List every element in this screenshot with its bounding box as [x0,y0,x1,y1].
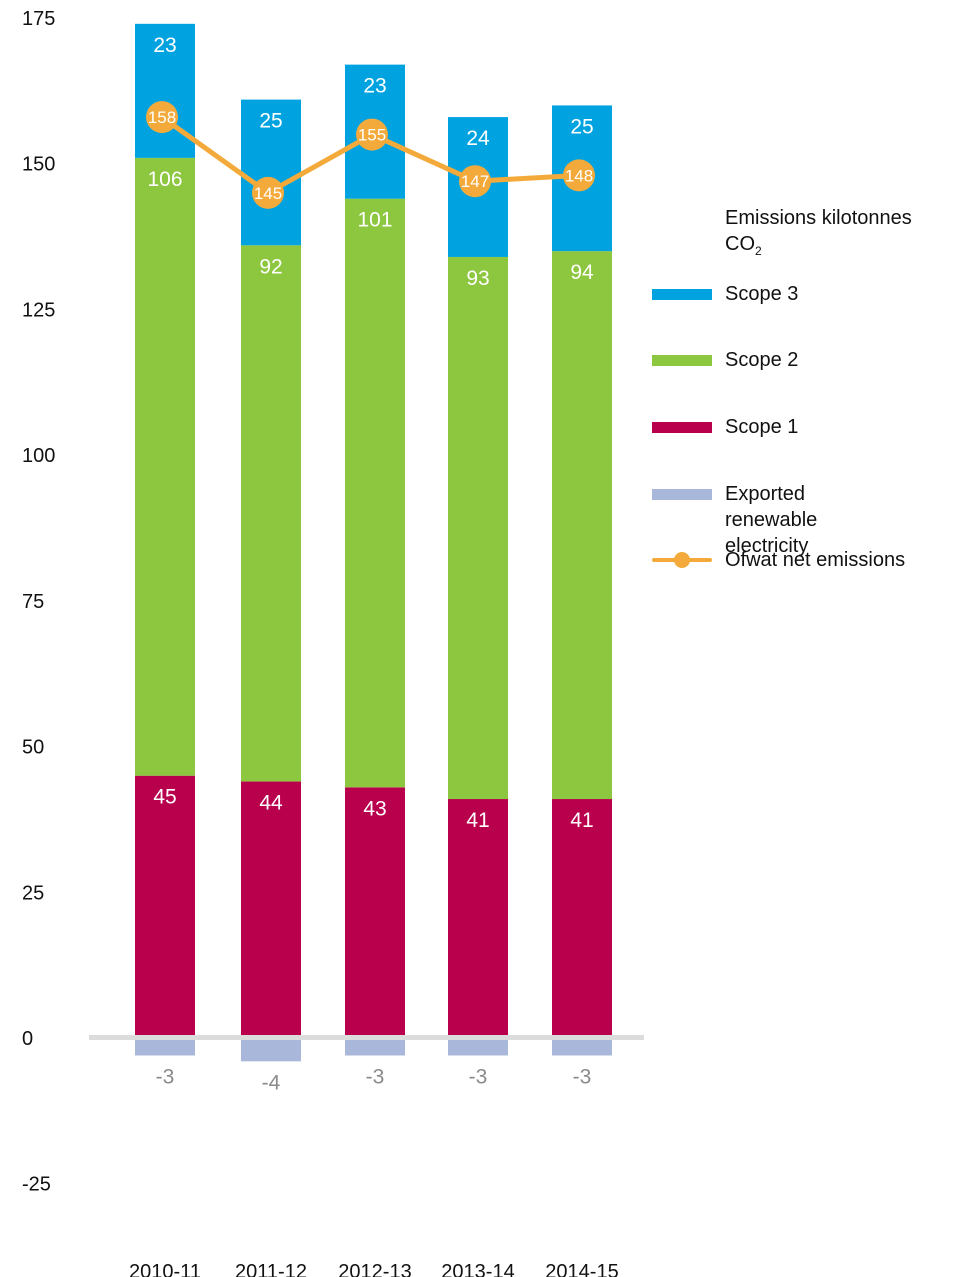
net-emissions-point-2013-14 [459,165,491,198]
y-tick-125: 125 [22,299,55,321]
legend-title: Emissions kilotonnes CO2 [725,205,952,264]
label-scope3-2011-12: 25 [259,110,282,133]
y-tick-150: 150 [22,154,55,176]
scope3-swatch [652,289,712,300]
bar-scope1-2014-15 [552,799,612,1038]
label-scope1-2012-13: 43 [363,797,386,820]
legend-label-scope3: Scope 3 [725,283,799,305]
legend-item-exported: Exported renewable electricity [652,481,872,559]
label-exported-2014-15: -3 [573,1065,592,1088]
exported-swatch [652,489,712,500]
y-tick-100: 100 [22,445,55,467]
label-scope2-2013-14: 93 [466,267,489,290]
bar-exported-2012-13 [345,1038,405,1056]
x-tick-2011-12: 2011-12 [235,1261,307,1277]
label-exported-2011-12: -4 [262,1071,281,1094]
zero-baseline [89,1035,644,1040]
legend-label-scope1: Scope 1 [725,416,799,438]
net-emissions-point-2011-12 [252,176,284,209]
label-scope3-2010-11: 23 [153,34,176,57]
bar-exported-2011-12 [241,1038,301,1062]
bar-scope1-2012-13 [345,787,405,1038]
bar-scope1-2010-11 [135,775,195,1038]
bar-exported-2010-11 [135,1038,195,1056]
x-tick-2014-15: 2014-15 [545,1261,618,1277]
bar-exported-2013-14 [448,1038,508,1056]
y-tick-175: 175 [22,8,55,30]
label-scope2-2014-15: 94 [570,261,594,284]
legend-item-scope1: Scope 1 [652,414,798,440]
x-tick-2013-14: 2013-14 [441,1261,514,1277]
net-emissions-point-2010-11 [146,101,178,134]
label-scope3-2012-13: 23 [363,75,386,98]
y-tick-0: 0 [22,1028,33,1050]
bar-scope1-2011-12 [241,781,301,1038]
label-scope2-2012-13: 101 [357,209,392,232]
legend-label-exported: Exported renewable electricity [725,483,818,557]
label-scope1-2013-14: 41 [466,809,489,832]
net-emissions-label-2010-11: 158 [148,108,176,127]
net-emissions-label-2012-13: 155 [358,126,386,145]
y-tick--25: -25 [22,1174,51,1196]
bar-scope3-2011-12 [241,99,301,246]
label-scope2-2011-12: 92 [259,255,282,278]
legend-item-scope2: Scope 2 [652,347,798,373]
scope1-swatch [652,422,712,433]
bar-scope2-2012-13 [345,198,405,788]
x-tick-2012-13: 2012-13 [338,1261,411,1277]
label-exported-2012-13: -3 [366,1065,385,1088]
legend-item-scope3: Scope 3 [652,281,798,307]
net-emissions-label-2014-15: 148 [565,166,593,185]
legend-title-subscript: 2 [755,244,762,258]
bar-exported-2014-15 [552,1038,612,1056]
legend-label-scope2: Scope 2 [725,349,799,371]
y-tick-50: 50 [22,737,44,759]
scope2-swatch [652,355,712,366]
net-emissions-point-2012-13 [356,118,388,151]
label-scope1-2010-11: 45 [153,786,176,809]
label-scope3-2013-14: 24 [466,127,490,150]
label-scope2-2010-11: 106 [147,168,182,191]
bar-scope2-2014-15 [552,251,612,800]
y-tick-75: 75 [22,591,44,613]
net-emissions-swatch [652,547,712,573]
chart-legend: Emissions kilotonnes CO2 Scope 3 Scope 2… [652,205,952,571]
net-emissions-point-2014-15 [563,159,595,192]
bar-scope2-2013-14 [448,256,508,800]
legend-item-net: Ofwat net emissions [652,547,905,573]
x-tick-2010-11: 2010-11 [129,1261,201,1277]
label-exported-2010-11: -3 [156,1065,175,1088]
legend-title-text: Emissions kilotonnes CO [725,207,912,255]
net-emissions-label-2011-12: 145 [254,184,282,203]
bar-scope2-2011-12 [241,245,301,782]
label-exported-2013-14: -3 [469,1065,488,1088]
bar-scope2-2010-11 [135,157,195,776]
y-tick-25: 25 [22,882,44,904]
legend-label-net: Ofwat net emissions [725,549,906,571]
net-emissions-label-2013-14: 147 [461,172,489,191]
label-scope1-2014-15: 41 [570,809,593,832]
bar-scope1-2013-14 [448,799,508,1038]
label-scope3-2014-15: 25 [570,115,593,138]
label-scope1-2011-12: 44 [259,792,283,815]
